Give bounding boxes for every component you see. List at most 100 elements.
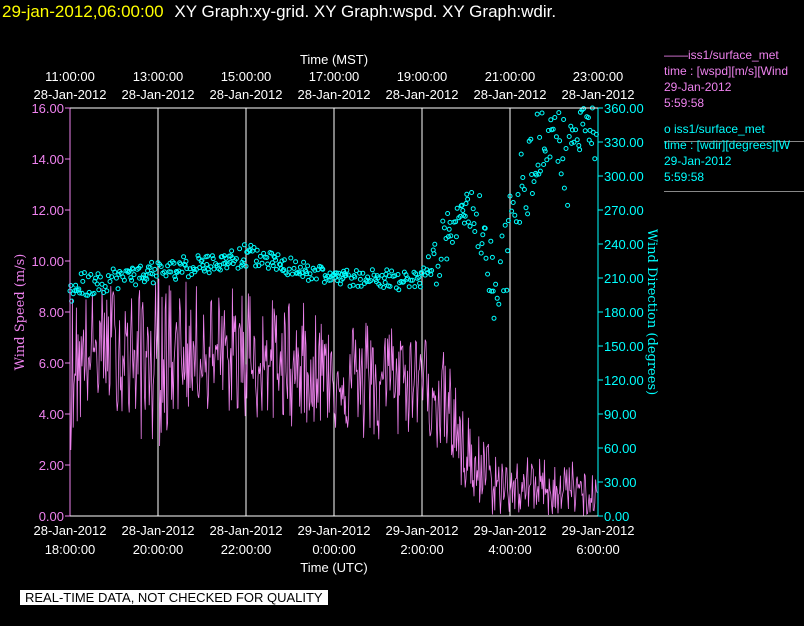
wdir-point — [548, 117, 554, 123]
wdir-point — [305, 263, 311, 269]
left-tick-label: 2.00 — [39, 458, 64, 473]
wdir-point — [504, 287, 510, 293]
top-tick-time: 15:00:00 — [221, 69, 272, 84]
wdir-point — [446, 226, 452, 232]
wdir-point — [461, 220, 467, 226]
wdir-point — [507, 193, 513, 199]
top-tick-date: 28-Jan-2012 — [562, 87, 635, 102]
graph-titles: XY Graph:xy-grid. XY Graph:wspd. XY Grap… — [174, 2, 557, 21]
left-tick-label: 16.00 — [31, 101, 64, 116]
wdir-point — [247, 248, 253, 254]
right-tick-label: 210.00 — [604, 271, 644, 286]
wdir-point — [519, 183, 525, 189]
wdir-point — [573, 127, 579, 133]
legend-wdir: o iss1/surface_met time : [wdir][degrees… — [664, 121, 804, 192]
wdir-point — [321, 279, 327, 285]
wspd-series — [69, 278, 598, 516]
wdir-point — [189, 272, 195, 277]
wdir-point — [477, 193, 483, 199]
wdir-point — [555, 158, 561, 164]
wdir-point — [201, 266, 207, 272]
wdir-point — [265, 265, 271, 271]
right-tick-label: 180.00 — [604, 305, 644, 320]
top-tick-time: 23:00:00 — [573, 69, 624, 84]
wdir-point — [499, 233, 505, 239]
wdir-point — [281, 257, 287, 263]
wdir-point — [256, 263, 262, 269]
bottom-axis-label: Time (UTC) — [300, 560, 367, 575]
wdir-point — [416, 274, 422, 280]
wdir-point — [158, 264, 164, 269]
right-tick-label: 360.00 — [604, 101, 644, 116]
wdir-point — [515, 192, 521, 197]
wdir-point — [254, 247, 260, 253]
wdir-point — [179, 269, 185, 275]
wdir-point — [171, 260, 177, 266]
wdir-point — [471, 221, 477, 227]
wdir-point — [422, 272, 428, 278]
wdir-point — [342, 273, 348, 279]
top-tick-time: 13:00:00 — [133, 69, 184, 84]
wdir-point — [528, 136, 534, 142]
legend-wspd-date: 29-Jan-2012 — [664, 80, 732, 94]
left-tick-label: 8.00 — [39, 305, 64, 320]
wdir-point — [485, 271, 491, 277]
wdir-point — [438, 256, 444, 262]
wdir-point — [79, 290, 85, 296]
wdir-point — [165, 263, 171, 269]
wdir-point — [473, 211, 479, 217]
wdir-point — [223, 255, 229, 261]
wdir-point — [368, 278, 374, 284]
top-tick-time: 11:00:00 — [45, 69, 95, 84]
wdir-point — [77, 290, 83, 296]
wdir-point — [113, 275, 119, 281]
right-tick-label: 90.00 — [604, 407, 637, 422]
wdir-point — [328, 277, 334, 283]
wdir-point — [381, 285, 387, 290]
wdir-point — [585, 115, 591, 121]
right-tick-label: 240.00 — [604, 237, 644, 252]
wdir-point — [577, 147, 583, 153]
bottom-tick-time: 0:00:00 — [312, 542, 355, 557]
wdir-point — [183, 258, 189, 264]
wdir-point — [547, 154, 553, 160]
wdir-point — [448, 233, 454, 239]
wdir-point — [93, 275, 99, 281]
wdir-point — [96, 287, 102, 293]
top-tick-time: 21:00:00 — [485, 69, 536, 84]
wdir-point — [301, 259, 307, 265]
wdir-point — [520, 175, 526, 180]
bottom-tick-time: 18:00:00 — [45, 542, 96, 557]
wdir-point — [462, 213, 468, 219]
left-tick-label: 14.00 — [31, 152, 64, 167]
bottom-tick-time: 2:00:00 — [400, 542, 443, 557]
wdir-point — [128, 275, 134, 281]
wdir-point — [300, 274, 306, 279]
wdir-point — [435, 263, 441, 269]
wdir-point — [521, 187, 527, 192]
wdir-point — [350, 282, 356, 288]
wdir-point — [539, 110, 545, 116]
wdir-point — [465, 196, 471, 202]
wdir-point — [137, 275, 143, 281]
wdir-point — [259, 260, 265, 266]
wdir-point — [125, 269, 131, 275]
wdir-point — [229, 248, 235, 254]
wdir-point — [286, 266, 292, 272]
wdir-point — [217, 267, 223, 273]
wdir-point — [94, 281, 100, 287]
wdir-point — [172, 274, 178, 280]
wdir-point — [425, 254, 431, 260]
wdir-point — [126, 268, 132, 274]
wdir-point — [99, 281, 105, 287]
top-tick-date: 28-Jan-2012 — [474, 87, 547, 102]
bottom-tick-time: 20:00:00 — [133, 542, 184, 557]
wdir-point — [129, 265, 135, 271]
left-tick-label: 6.00 — [39, 356, 64, 371]
wspd-line — [69, 278, 598, 516]
wdir-point — [449, 239, 455, 245]
wdir-point — [335, 273, 341, 279]
wdir-point — [565, 202, 571, 208]
wdir-point — [409, 277, 415, 283]
